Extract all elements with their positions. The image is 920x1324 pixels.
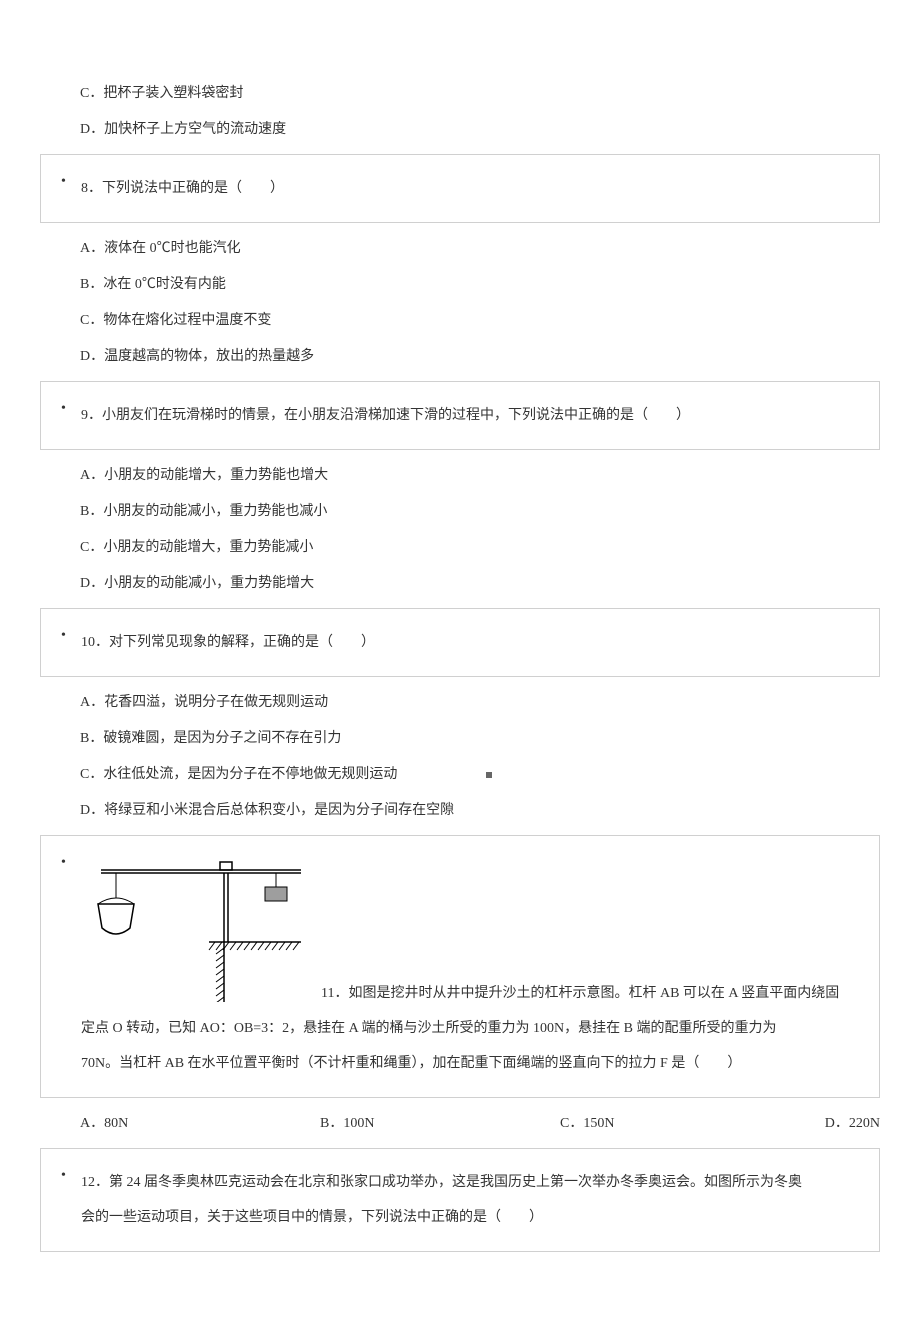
q11-stem-3: 70N。当杠杆 AB 在水平位置平衡时（不计杆重和绳重），加在配重下面绳端的竖直… bbox=[81, 1046, 859, 1081]
q12-stem-2: 会的一些运动项目，关于这些项目中的情景，下列说法中正确的是（ ） bbox=[81, 1200, 859, 1235]
q12-box: 12．第 24 届冬季奥林匹克运动会在北京和张家口成功举办，这是我国历史上第一次… bbox=[40, 1148, 880, 1252]
q11-option-a: A．80N bbox=[80, 1110, 320, 1138]
pause-marker-icon bbox=[486, 772, 492, 778]
q10-option-a: A．花香四溢，说明分子在做无规则运动 bbox=[40, 689, 880, 717]
q10-option-d: D．将绿豆和小米混合后总体积变小，是因为分子间存在空隙 bbox=[40, 797, 880, 825]
q10-option-b: B．破镜难圆，是因为分子之间不存在引力 bbox=[40, 725, 880, 753]
q11-stem-1: 11．如图是挖井时从井中提升沙土的杠杆示意图。杠杆 AB 可以在 A 竖直平面内… bbox=[321, 986, 839, 1001]
q11-box: 11．如图是挖井时从井中提升沙土的杠杆示意图。杠杆 AB 可以在 A 竖直平面内… bbox=[40, 835, 880, 1098]
q8-option-d: D．温度越高的物体，放出的热量越多 bbox=[40, 343, 880, 371]
q11-options: A．80N B．100N C．150N D．220N bbox=[40, 1110, 880, 1138]
q10-box: 10．对下列常见现象的解释，正确的是（ ） bbox=[40, 608, 880, 677]
q8-stem: 8．下列说法中正确的是（ ） bbox=[81, 181, 284, 196]
q7-option-d: D．加快杯子上方空气的流动速度 bbox=[40, 116, 880, 144]
q9-option-c: C．小朋友的动能增大，重力势能减小 bbox=[40, 534, 880, 562]
q9-option-b: B．小朋友的动能减小，重力势能也减小 bbox=[40, 498, 880, 526]
q8-option-a: A．液体在 0℃时也能汽化 bbox=[40, 235, 880, 263]
q9-box: 9．小朋友们在玩滑梯时的情景，在小朋友沿滑梯加速下滑的过程中，下列说法中正确的是… bbox=[40, 381, 880, 450]
q8-option-b: B．冰在 0℃时没有内能 bbox=[40, 271, 880, 299]
q11-option-c: C．150N bbox=[560, 1110, 800, 1138]
q7-option-c: C．把杯子装入塑料袋密封 bbox=[40, 80, 880, 108]
q11-diagram bbox=[81, 852, 301, 1011]
q11-option-d: D．220N bbox=[800, 1110, 880, 1138]
q9-stem: 9．小朋友们在玩滑梯时的情景，在小朋友沿滑梯加速下滑的过程中，下列说法中正确的是… bbox=[81, 408, 690, 423]
q8-option-c: C．物体在熔化过程中温度不变 bbox=[40, 307, 880, 335]
q12-stem-1: 12．第 24 届冬季奥林匹克运动会在北京和张家口成功举办，这是我国历史上第一次… bbox=[81, 1165, 859, 1200]
q10-stem: 10．对下列常见现象的解释，正确的是（ ） bbox=[81, 635, 375, 650]
q9-option-d: D．小朋友的动能减小，重力势能增大 bbox=[40, 570, 880, 598]
q11-option-b: B．100N bbox=[320, 1110, 560, 1138]
q10-option-c: C．水往低处流，是因为分子在不停地做无规则运动 bbox=[40, 761, 880, 789]
q8-box: 8．下列说法中正确的是（ ） bbox=[40, 154, 880, 223]
q11-stem-2: 定点 O 转动，已知 AO：OB=3：2，悬挂在 A 端的桶与沙土所受的重力为 … bbox=[81, 1011, 859, 1046]
q9-option-a: A．小朋友的动能增大，重力势能也增大 bbox=[40, 462, 880, 490]
